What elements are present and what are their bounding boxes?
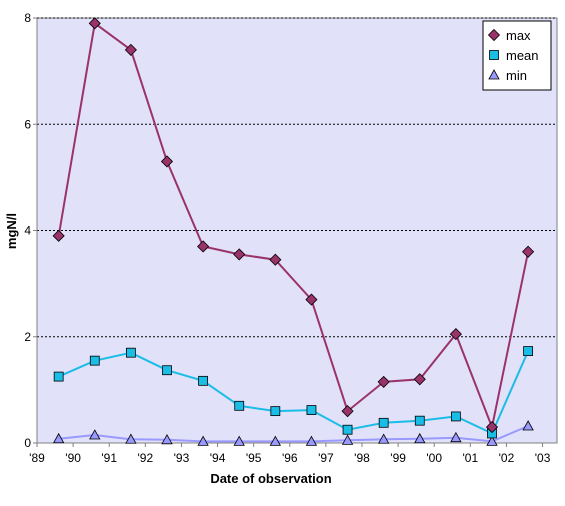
data-point-min <box>197 435 209 446</box>
series-line-max <box>57 21 530 431</box>
data-point-max <box>52 229 65 242</box>
x-tick-label: '01 <box>463 451 479 465</box>
x-tick-label: '00 <box>426 451 442 465</box>
y-tick-label: 4 <box>24 224 31 238</box>
data-point-mean <box>162 365 172 376</box>
data-point-max <box>197 240 210 253</box>
data-point-mean <box>270 406 281 417</box>
data-point-max <box>269 253 282 266</box>
y-tick-label: 6 <box>24 117 31 131</box>
x-tick-label: '03 <box>535 451 551 465</box>
x-tick-label: '96 <box>282 451 298 465</box>
data-point-max <box>124 43 137 56</box>
x-tick-label: '99 <box>390 451 406 465</box>
y-tick-label: 8 <box>24 11 31 25</box>
data-point-mean <box>125 347 136 358</box>
x-tick-label: '91 <box>101 451 117 465</box>
data-point-min <box>269 435 282 446</box>
data-point-mean <box>89 355 100 366</box>
data-point-max <box>485 420 499 434</box>
series-line-mean <box>58 350 530 435</box>
x-tick-label: '02 <box>499 451 515 465</box>
data-point-mean <box>378 417 389 428</box>
y-tick-label: 0 <box>24 436 31 450</box>
legend-label-max: max <box>506 28 531 43</box>
x-axis-title: Date of observation <box>210 471 331 486</box>
data-point-mean <box>306 405 317 415</box>
data-point-mean <box>198 375 209 386</box>
data-point-min <box>89 429 101 440</box>
legend-label-min: min <box>506 68 527 83</box>
data-point-max <box>160 155 174 168</box>
data-point-max <box>88 17 101 30</box>
data-point-mean <box>414 415 425 426</box>
x-tick-label: '89 <box>29 451 45 465</box>
legend-marker-max <box>487 28 501 42</box>
x-tick-label: '92 <box>138 451 154 465</box>
data-point-min <box>161 433 173 445</box>
legend-marker-min <box>488 69 500 80</box>
x-tick-label: '93 <box>174 451 190 465</box>
data-point-max <box>305 293 318 306</box>
legend: max mean min <box>482 20 552 91</box>
y-tick-label: 2 <box>24 330 31 344</box>
data-point-min <box>486 435 498 446</box>
data-point-max <box>341 405 354 418</box>
series-line-min <box>58 425 529 443</box>
x-tick-label: '94 <box>210 451 226 465</box>
data-point-mean <box>523 346 534 356</box>
data-point-min <box>125 433 137 444</box>
data-point-max <box>413 373 426 386</box>
data-point-max <box>449 328 462 341</box>
data-point-mean <box>234 400 245 411</box>
data-point-mean <box>450 411 461 422</box>
data-point-max <box>233 248 246 261</box>
legend-marker-mean <box>489 50 499 60</box>
data-point-max <box>377 375 390 388</box>
data-point-min <box>52 432 65 444</box>
legend-label-mean: mean <box>506 48 539 63</box>
x-tick-label: '95 <box>246 451 262 465</box>
y-axis-title: mgN/l <box>4 213 19 249</box>
data-point-max <box>522 245 535 258</box>
x-tick-label: '90 <box>65 451 81 465</box>
data-point-mean <box>53 371 64 382</box>
data-point-mean <box>342 424 353 435</box>
data-point-min <box>233 435 245 446</box>
x-tick-label: '98 <box>354 451 370 465</box>
data-point-min <box>522 420 534 431</box>
data-point-min <box>377 433 390 444</box>
data-point-min <box>305 435 318 446</box>
data-point-min <box>341 434 354 445</box>
data-point-min <box>414 432 426 444</box>
x-tick-label: '97 <box>318 451 334 465</box>
data-point-min <box>450 431 462 443</box>
